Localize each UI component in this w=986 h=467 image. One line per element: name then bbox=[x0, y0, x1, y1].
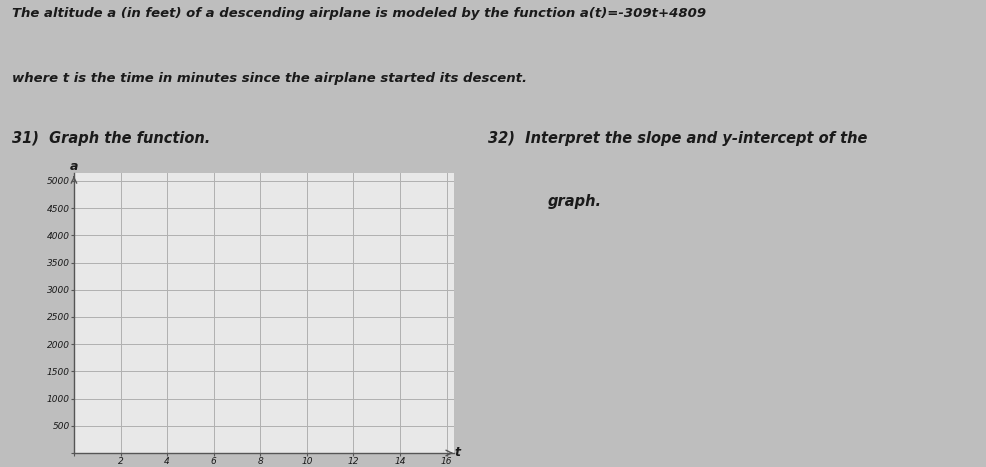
Text: graph.: graph. bbox=[547, 194, 601, 209]
Text: 32)  Interpret the slope and y-intercept of the: 32) Interpret the slope and y-intercept … bbox=[488, 131, 868, 146]
Text: t: t bbox=[455, 446, 460, 460]
Text: where t is the time in minutes since the airplane started its descent.: where t is the time in minutes since the… bbox=[12, 72, 527, 85]
Text: 31)  Graph the function.: 31) Graph the function. bbox=[12, 131, 210, 146]
Text: The altitude a (in feet) of a descending airplane is modeled by the function a(t: The altitude a (in feet) of a descending… bbox=[12, 7, 706, 20]
Text: a: a bbox=[70, 160, 78, 172]
